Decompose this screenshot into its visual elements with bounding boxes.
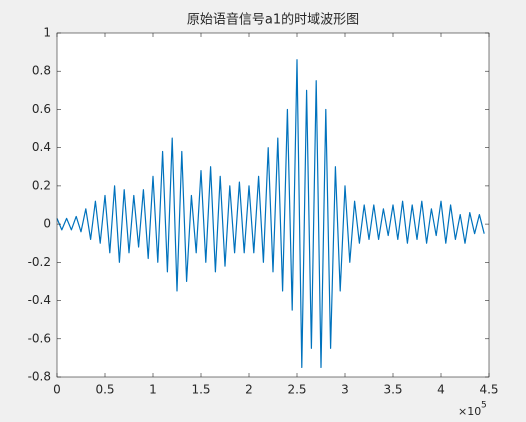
y-tick-label: -0.6 [28, 331, 51, 345]
x-tick-label: 0 [53, 383, 61, 397]
plot-area [57, 33, 489, 377]
waveform [56, 59, 485, 369]
x-tick-label: 3.5 [383, 383, 402, 397]
y-tick-label: 0.6 [32, 102, 51, 116]
y-tick-label: 0.8 [32, 64, 51, 78]
chart-title: 原始语音信号a1的时域波形图 [187, 12, 359, 28]
axes-box [56, 32, 490, 378]
y-tick-label: -0.2 [28, 255, 51, 269]
x-tick-label: 4 [437, 383, 445, 397]
x-tick-label: 0.5 [95, 383, 114, 397]
y-tick-label: 1 [43, 26, 51, 40]
x-tick-label: 3 [341, 383, 349, 397]
x-multiplier-exponent: 5 [481, 401, 487, 411]
x-multiplier: ×10 [458, 405, 481, 418]
x-tick-label: 1.5 [191, 383, 210, 397]
x-tick-label: 2.5 [287, 383, 306, 397]
y-tick-label: -0.8 [28, 370, 51, 384]
y-tick-label: -0.4 [28, 293, 51, 307]
y-tick-label: 0 [43, 217, 51, 231]
x-tick-label: 2 [245, 383, 253, 397]
y-tick-label: 0.2 [32, 178, 51, 192]
x-tick-label: 1 [149, 383, 157, 397]
x-tick-label: 4.5 [479, 383, 498, 397]
y-tick-label: 0.4 [32, 140, 51, 154]
